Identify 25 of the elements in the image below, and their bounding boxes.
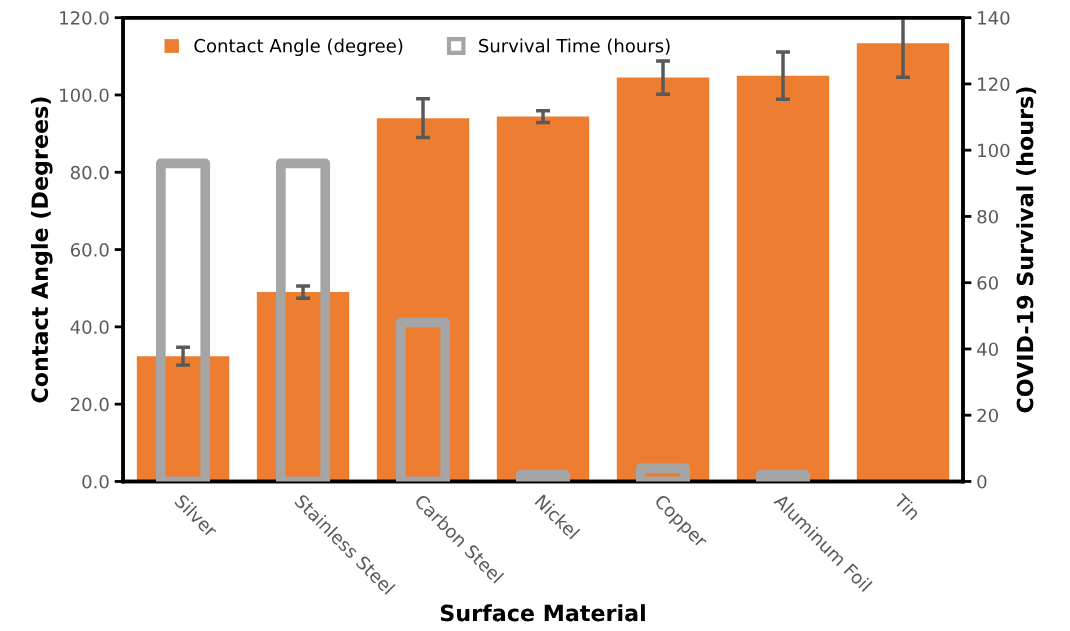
x-tick-label: Tin [893, 492, 921, 521]
bar [856, 43, 950, 482]
y-tick-label: 0.0 [82, 474, 109, 489]
y2-tick-label: 120 [978, 77, 1010, 92]
bar [736, 75, 830, 482]
bar [616, 77, 710, 482]
y2-axis-title: COVID-19 Survival (hours) [1016, 87, 1037, 413]
y2-tick-label: 100 [978, 143, 1010, 158]
y-tick-label: 60.0 [70, 243, 109, 257]
y2-tick-label: 140 [978, 11, 1010, 25]
y2-tick-label: 20 [977, 408, 998, 423]
y-tick-label: 20.0 [70, 397, 109, 412]
y-tick-label: 120.0 [60, 11, 109, 25]
y2-tick-label: 0 [977, 474, 987, 489]
legend-label: Contact Angle (degree) [194, 38, 403, 57]
y2-tick-label: 80 [977, 209, 998, 224]
bar [496, 116, 590, 482]
y-tick-label: 80.0 [70, 165, 109, 180]
x-axis-title: Surface Material [440, 604, 645, 622]
y2-tick-label: 40 [977, 342, 998, 357]
y-tick-label: 100.0 [60, 88, 109, 103]
y-axis-title: Contact Angle (Degrees) [30, 97, 53, 403]
legend-label: Survival Time (hours) [479, 38, 670, 55]
y2-tick-label: 60 [977, 276, 998, 290]
y-tick-label: 40.0 [70, 320, 109, 334]
